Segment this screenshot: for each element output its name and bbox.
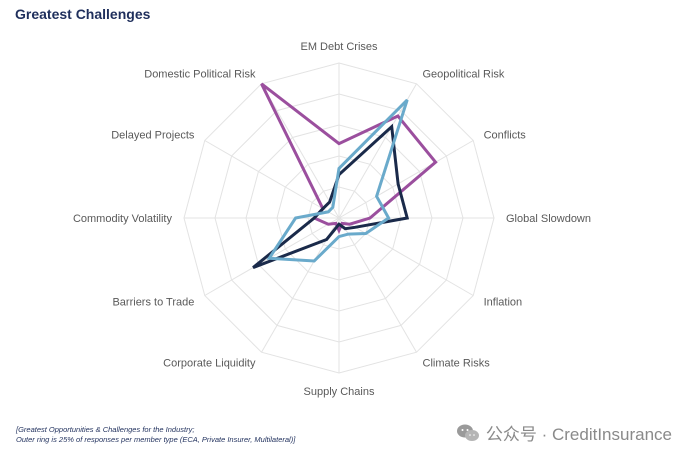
- axis-label: Climate Risks: [423, 358, 491, 370]
- axis-label: Supply Chains: [304, 386, 375, 398]
- footnote-line-1: [Greatest Opportunities & Challenges for…: [16, 425, 195, 434]
- grid-spoke: [204, 140, 340, 219]
- axis-label: Global Slowdown: [506, 213, 591, 225]
- series-line-2: [252, 123, 410, 270]
- grid-spoke: [338, 217, 417, 353]
- axis-label: Inflation: [484, 297, 523, 309]
- chart-title: Greatest Challenges: [15, 6, 151, 22]
- grid-spoke: [338, 83, 417, 219]
- watermark: 公众号 · CreditInsurance: [456, 420, 672, 445]
- axis-label: EM Debt Crises: [300, 41, 378, 53]
- axis-label: Geopolitical Risk: [423, 68, 505, 80]
- watermark-text: 公众号 · CreditInsurance: [485, 425, 672, 444]
- axis-label: Barriers to Trade: [112, 297, 194, 309]
- series-line-3: [266, 98, 409, 263]
- grid-spoke: [261, 83, 340, 219]
- footnote-line-2: Outer ring is 25% of responses per membe…: [16, 435, 296, 444]
- axis-label: Commodity Volatility: [73, 213, 173, 225]
- footnote: [Greatest Opportunities & Challenges for…: [16, 425, 295, 445]
- axis-label: Domestic Political Risk: [144, 68, 256, 80]
- wechat-icon: [456, 424, 479, 441]
- axis-label: Corporate Liquidity: [163, 358, 256, 370]
- grid-spoke: [338, 140, 474, 219]
- grid-spoke: [338, 217, 474, 296]
- axis-label: Delayed Projects: [111, 130, 195, 142]
- axis-label: Conflicts: [484, 130, 527, 142]
